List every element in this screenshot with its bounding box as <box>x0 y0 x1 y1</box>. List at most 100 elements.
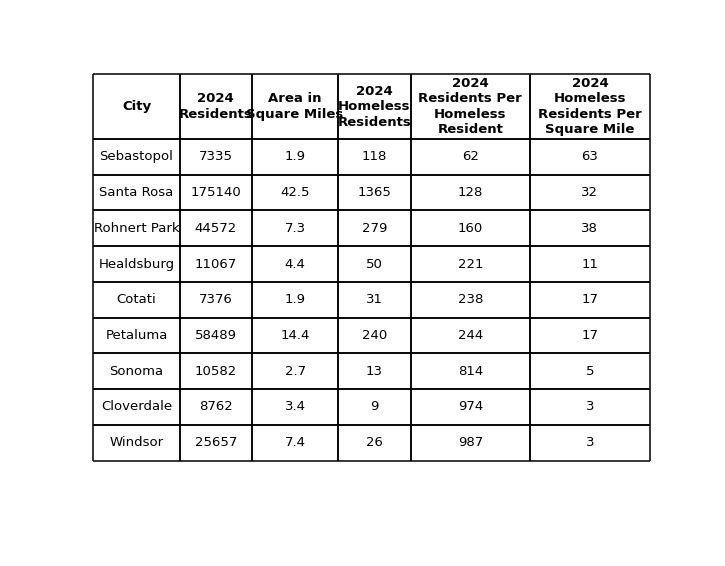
Text: 1.9: 1.9 <box>285 151 305 164</box>
Text: 38: 38 <box>581 222 598 235</box>
Text: 63: 63 <box>581 151 598 164</box>
Bar <box>252 389 338 425</box>
Text: 3: 3 <box>586 401 594 414</box>
Bar <box>94 211 180 246</box>
Text: Rohnert Park: Rohnert Park <box>94 222 179 235</box>
Text: 2024
Residents Per
Homeless
Resident: 2024 Residents Per Homeless Resident <box>418 77 522 136</box>
Bar <box>180 353 252 389</box>
Text: 3.4: 3.4 <box>285 401 305 414</box>
Text: 50: 50 <box>366 258 383 271</box>
Bar <box>252 353 338 389</box>
Bar <box>252 425 338 461</box>
Text: Santa Rosa: Santa Rosa <box>99 186 174 199</box>
Bar <box>410 211 530 246</box>
Text: 14.4: 14.4 <box>281 329 310 342</box>
Bar <box>338 175 410 211</box>
Bar <box>530 139 650 175</box>
Text: 32: 32 <box>581 186 598 199</box>
Bar <box>410 389 530 425</box>
Bar <box>410 318 530 353</box>
Bar <box>530 211 650 246</box>
Bar <box>94 318 180 353</box>
Text: 62: 62 <box>462 151 478 164</box>
Text: Petaluma: Petaluma <box>105 329 167 342</box>
Text: 42.5: 42.5 <box>281 186 310 199</box>
Bar <box>180 282 252 318</box>
Bar <box>180 139 252 175</box>
Bar <box>180 389 252 425</box>
Text: 7376: 7376 <box>199 293 233 306</box>
Text: 9: 9 <box>370 401 378 414</box>
Text: 244: 244 <box>457 329 483 342</box>
Text: 8762: 8762 <box>199 401 233 414</box>
Bar <box>94 175 180 211</box>
Bar <box>530 389 650 425</box>
Bar <box>94 389 180 425</box>
Text: 17: 17 <box>581 329 598 342</box>
Bar <box>530 282 650 318</box>
Text: 987: 987 <box>457 436 483 449</box>
Bar <box>530 75 650 139</box>
Text: 160: 160 <box>457 222 483 235</box>
Bar <box>338 139 410 175</box>
Text: 2024
Homeless
Residents: 2024 Homeless Residents <box>337 85 411 128</box>
Bar <box>338 246 410 282</box>
Bar <box>94 282 180 318</box>
Text: 31: 31 <box>366 293 383 306</box>
Bar <box>252 282 338 318</box>
Bar <box>180 75 252 139</box>
Bar <box>338 211 410 246</box>
Text: 17: 17 <box>581 293 598 306</box>
Bar <box>338 353 410 389</box>
Text: 974: 974 <box>457 401 483 414</box>
Bar <box>530 425 650 461</box>
Bar <box>530 353 650 389</box>
Bar <box>94 425 180 461</box>
Text: 44572: 44572 <box>195 222 237 235</box>
Text: 7.4: 7.4 <box>285 436 305 449</box>
Bar <box>180 175 252 211</box>
Text: 13: 13 <box>366 365 383 378</box>
Text: Healdsburg: Healdsburg <box>99 258 175 271</box>
Bar <box>94 246 180 282</box>
Bar <box>410 246 530 282</box>
Bar <box>252 175 338 211</box>
Text: 238: 238 <box>457 293 483 306</box>
Bar <box>338 425 410 461</box>
Bar <box>180 211 252 246</box>
Text: 240: 240 <box>362 329 387 342</box>
Text: 2024
Residents: 2024 Residents <box>179 92 253 121</box>
Bar <box>94 139 180 175</box>
Text: 2024
Homeless
Residents Per
Square Mile: 2024 Homeless Residents Per Square Mile <box>538 77 642 136</box>
Text: 118: 118 <box>362 151 387 164</box>
Bar <box>94 353 180 389</box>
Text: 1.9: 1.9 <box>285 293 305 306</box>
Bar <box>252 211 338 246</box>
Text: Windsor: Windsor <box>109 436 164 449</box>
Text: 26: 26 <box>366 436 383 449</box>
Bar <box>530 318 650 353</box>
Text: 58489: 58489 <box>195 329 237 342</box>
Bar <box>338 282 410 318</box>
Bar <box>252 318 338 353</box>
Bar <box>338 75 410 139</box>
Bar <box>410 175 530 211</box>
Text: 814: 814 <box>457 365 483 378</box>
Bar <box>94 75 180 139</box>
Text: 128: 128 <box>457 186 483 199</box>
Text: 1365: 1365 <box>357 186 392 199</box>
Bar <box>338 318 410 353</box>
Text: 175140: 175140 <box>191 186 241 199</box>
Bar <box>410 139 530 175</box>
Bar <box>410 353 530 389</box>
Text: Cotati: Cotati <box>117 293 157 306</box>
Text: 2.7: 2.7 <box>284 365 306 378</box>
Bar <box>252 139 338 175</box>
Bar <box>530 175 650 211</box>
Text: 4.4: 4.4 <box>285 258 305 271</box>
Bar <box>410 75 530 139</box>
Bar <box>180 318 252 353</box>
Text: Sebastopol: Sebastopol <box>99 151 173 164</box>
Text: 10582: 10582 <box>195 365 237 378</box>
Bar <box>180 246 252 282</box>
